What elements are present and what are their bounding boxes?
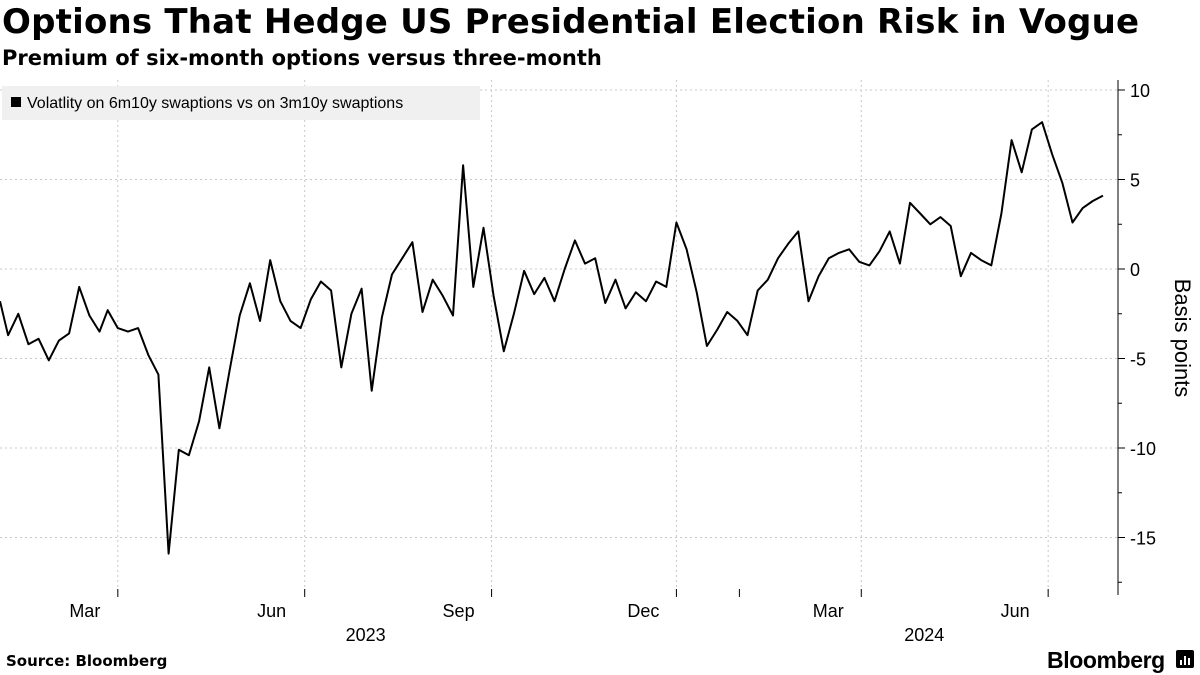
legend-label: Volatlity on 6m10y swaptions vs on 3m10y… (27, 95, 403, 112)
y-axis-label: Basis points (1170, 279, 1195, 398)
x-tick-label: Jun (257, 601, 286, 621)
y-tick-label: -5 (1130, 350, 1146, 370)
x-tick-label: Sep (443, 601, 475, 621)
y-tick-label: -15 (1130, 529, 1156, 549)
x-tick-label: Mar (813, 601, 844, 621)
y-tick-label: 5 (1130, 171, 1140, 191)
series-layer (0, 121, 1104, 555)
legend-background (2, 86, 480, 120)
source-note: Source: Bloomberg (6, 652, 168, 670)
bloomberg-chart-icon (1176, 650, 1194, 668)
y-tick-label: 0 (1130, 260, 1140, 280)
axes: 10 5 0 -5 -10 -15 Mar Jun Sep Dec Mar Jun 2023 2024 (69, 80, 1156, 645)
chart-subtitle: Premium of six-month options versus thre… (2, 46, 602, 70)
legend-swatch (11, 97, 21, 107)
x-tick-label: Mar (69, 601, 100, 621)
gridlines (0, 80, 1118, 595)
y-tick-label: -10 (1130, 439, 1156, 459)
x-year-label: 2023 (346, 625, 386, 645)
chart-title: Options That Hedge US Presidential Elect… (2, 2, 1140, 42)
x-tick-label: Jun (1001, 601, 1030, 621)
legend: Volatlity on 6m10y swaptions vs on 3m10y… (2, 86, 480, 120)
x-year-label: 2024 (904, 625, 944, 645)
bloomberg-logo: Bloomberg (1047, 647, 1165, 673)
x-tick-label: Dec (627, 601, 659, 621)
y-tick-label: 10 (1130, 81, 1150, 101)
series-line (0, 121, 1104, 555)
